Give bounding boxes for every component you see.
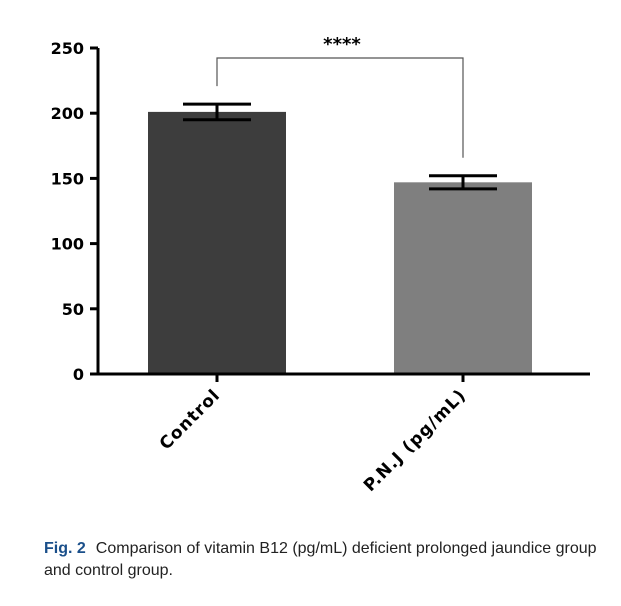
caption-text: Comparison of vitamin B12 (pg/mL) defici… (44, 540, 597, 579)
x-tick-label: Control (156, 385, 225, 454)
significance-bracket-line (216, 57, 464, 158)
bars (148, 102, 532, 374)
y-tick-label: 200 (51, 104, 84, 123)
bar (394, 182, 532, 374)
x-axis: Control P.N.J (pg/mL) (96, 372, 590, 496)
y-tick-label: 0 (73, 365, 84, 384)
y-tick-label: 100 (51, 235, 84, 254)
x-tick-label: P.N.J (pg/mL) (360, 385, 471, 496)
y-axis: 0 50 100 150 200 250 (51, 39, 100, 384)
significance-bracket: **** (216, 34, 464, 158)
bar (148, 111, 286, 374)
significance-label: **** (323, 34, 361, 55)
y-tick-label: 250 (51, 39, 84, 58)
figure-caption: Fig. 2 Comparison of vitamin B12 (pg/mL) … (44, 538, 604, 582)
bar-chart: 0 50 100 150 200 250 Control P.N.J (pg/mL) ***… (51, 34, 590, 496)
y-tick-label: 50 (62, 300, 84, 319)
figure-label: Fig. 2 (44, 540, 86, 557)
y-tick-label: 150 (51, 169, 84, 188)
